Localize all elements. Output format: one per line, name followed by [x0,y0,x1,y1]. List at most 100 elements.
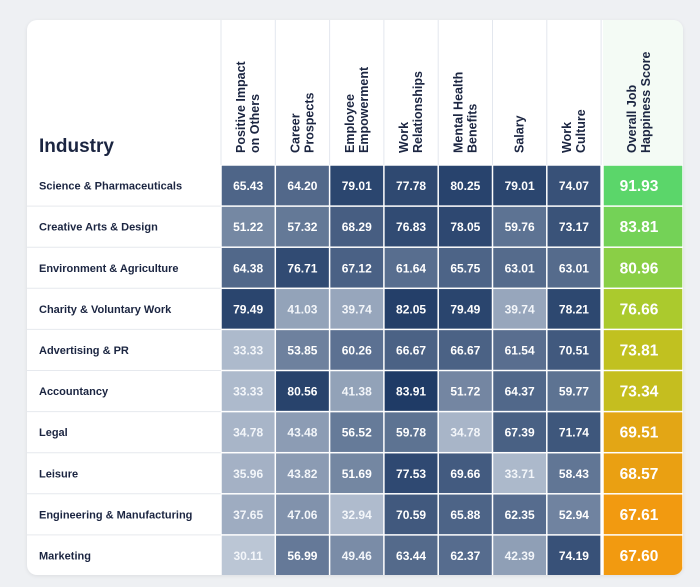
industry-label: Science & Pharmaceuticals [39,181,182,193]
cell-value: 74.19 [559,549,589,563]
heat-cell [330,206,384,247]
heat-cell [276,535,329,575]
column-header-line: on Others [248,94,262,153]
industry-label: Engineering & Manufacturing [39,509,192,521]
cell-value: 34.78 [450,426,480,440]
industry-label: Marketing [39,550,91,562]
score-cell [603,412,683,452]
heat-cell [547,165,601,206]
cell-value: 37.65 [233,508,263,522]
heat-cell [438,371,492,411]
cell-value: 52.94 [559,508,589,522]
cell-value: 76.71 [287,261,317,275]
score-column-header: Overall Job Happiness Score [625,52,653,153]
column-header-line: Salary [513,115,527,153]
heat-cell [276,494,329,535]
cell-value: 65.88 [450,508,480,522]
score-value: 67.60 [620,548,659,565]
heat-cell [547,453,601,494]
column-header: Work Relationships [397,71,425,153]
cell-value: 82.05 [396,302,426,316]
heat-cell [547,289,601,329]
cell-value: 56.52 [342,426,372,440]
heat-cell [221,289,275,329]
heat-cell [493,371,547,411]
industry-label: Accountancy [39,386,109,398]
heat-cell [384,535,438,575]
cell-value: 33.71 [505,467,535,481]
score-cell [603,165,683,206]
industry-label: Advertising & PR [39,345,129,357]
score-cell [603,247,683,288]
score-value: 73.81 [620,342,659,359]
column-header: Career Prospects [288,93,316,153]
heat-cell [547,412,601,452]
heat-cell [330,165,384,206]
heat-cell [438,330,492,370]
cell-value: 33.33 [233,343,263,357]
column-header-line: Empowerment [357,66,371,153]
cell-value: 32.94 [342,508,372,522]
cell-value: 67.39 [505,426,535,440]
heat-cell [221,247,275,288]
cell-value: 39.74 [505,302,535,316]
heat-cell [276,247,329,288]
heat-cell [221,165,275,206]
cell-value: 51.72 [450,385,480,399]
heat-cell [384,412,438,452]
cell-value: 79.01 [505,179,535,193]
cell-value: 65.43 [233,179,263,193]
column-header: Employee Empowerment [343,66,371,153]
heat-cell [384,494,438,535]
heat-cell [221,494,275,535]
industry-label: Leisure [39,468,78,480]
heat-cell [384,453,438,494]
cell-value: 80.56 [287,385,317,399]
column-header-line: Work [397,122,411,153]
score-header-bg [603,20,683,165]
cell-value: 76.83 [396,220,426,234]
cell-value: 30.11 [233,549,263,563]
cell-value: 58.43 [559,467,589,481]
cell-value: 59.78 [396,426,426,440]
heat-cell [330,535,384,575]
cell-value: 49.46 [342,549,372,563]
happiness-table-card: Industry Positive Impact on Others Career Pr… [27,20,683,575]
heat-cell [330,371,384,411]
heat-cell [221,535,275,575]
column-header-line: Relationships [411,71,425,153]
heat-cell [547,206,601,247]
heat-cell [384,330,438,370]
heat-cell [221,453,275,494]
column-header-line: Employee [343,94,357,153]
cell-value: 61.64 [396,261,426,275]
heat-cell [438,247,492,288]
cell-value: 61.54 [505,343,535,357]
score-value: 67.61 [620,507,659,524]
column-header-line: Happiness Score [639,52,653,153]
column-header-line: Mental Health [451,72,465,153]
industry-label: Creative Arts & Design [39,222,158,234]
heat-cell [493,206,547,247]
score-value: 76.66 [620,301,659,318]
score-cell [603,535,683,575]
cell-value: 63.01 [505,261,535,275]
heat-cell [276,289,329,329]
cell-value: 56.99 [287,549,317,563]
cell-value: 66.67 [450,343,480,357]
score-value: 68.57 [620,466,659,483]
cell-value: 53.85 [287,343,317,357]
heat-cell [221,330,275,370]
cell-value: 78.21 [559,302,589,316]
score-cell [603,371,683,411]
heat-cell [438,289,492,329]
cell-value: 77.78 [396,179,426,193]
cell-value: 68.29 [342,220,372,234]
row-header-label: Industry [39,136,114,157]
cell-value: 70.59 [396,508,426,522]
cell-value: 63.44 [396,549,426,563]
column-header: Work Culture [560,109,588,153]
industry-label: Charity & Voluntary Work [39,304,172,316]
heat-cell [438,165,492,206]
heat-cell [384,371,438,411]
